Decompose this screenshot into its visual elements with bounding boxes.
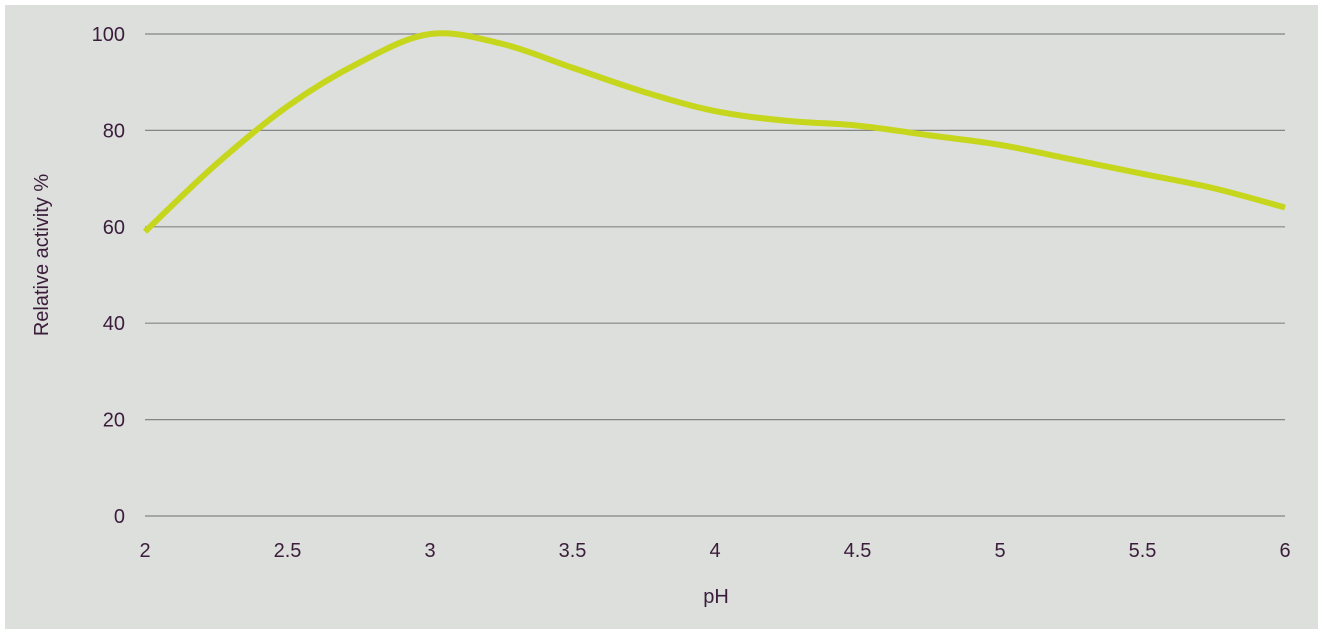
x-tick-label: 6 [1279, 540, 1290, 562]
y-tick-label: 20 [103, 410, 125, 432]
x-axis-title: pH [703, 586, 729, 608]
y-tick-label: 0 [114, 506, 125, 528]
y-axis-title: Relative activity % [31, 174, 53, 336]
line-chart: 0 20 40 60 80 100 2 2.5 3 3.5 4 4.5 5 5.5 6 pH Relati… [5, 5, 1318, 629]
x-tick-label: 3 [424, 540, 435, 562]
x-tick-label: 2 [139, 540, 150, 562]
x-tick-label: 2.5 [274, 540, 302, 562]
y-tick-label: 100 [92, 24, 125, 46]
x-tick-label: 5 [994, 540, 1005, 562]
x-tick-label: 5.5 [1129, 540, 1157, 562]
y-tick-label: 60 [103, 217, 125, 239]
x-tick-label: 4 [709, 540, 720, 562]
y-tick-label: 80 [103, 120, 125, 142]
chart: 0 20 40 60 80 100 2 2.5 3 3.5 4 4.5 5 5.5 6 pH Relati… [5, 5, 1318, 629]
x-tick-label: 4.5 [844, 540, 872, 562]
y-tick-label: 40 [103, 313, 125, 335]
x-tick-label: 3.5 [559, 540, 587, 562]
